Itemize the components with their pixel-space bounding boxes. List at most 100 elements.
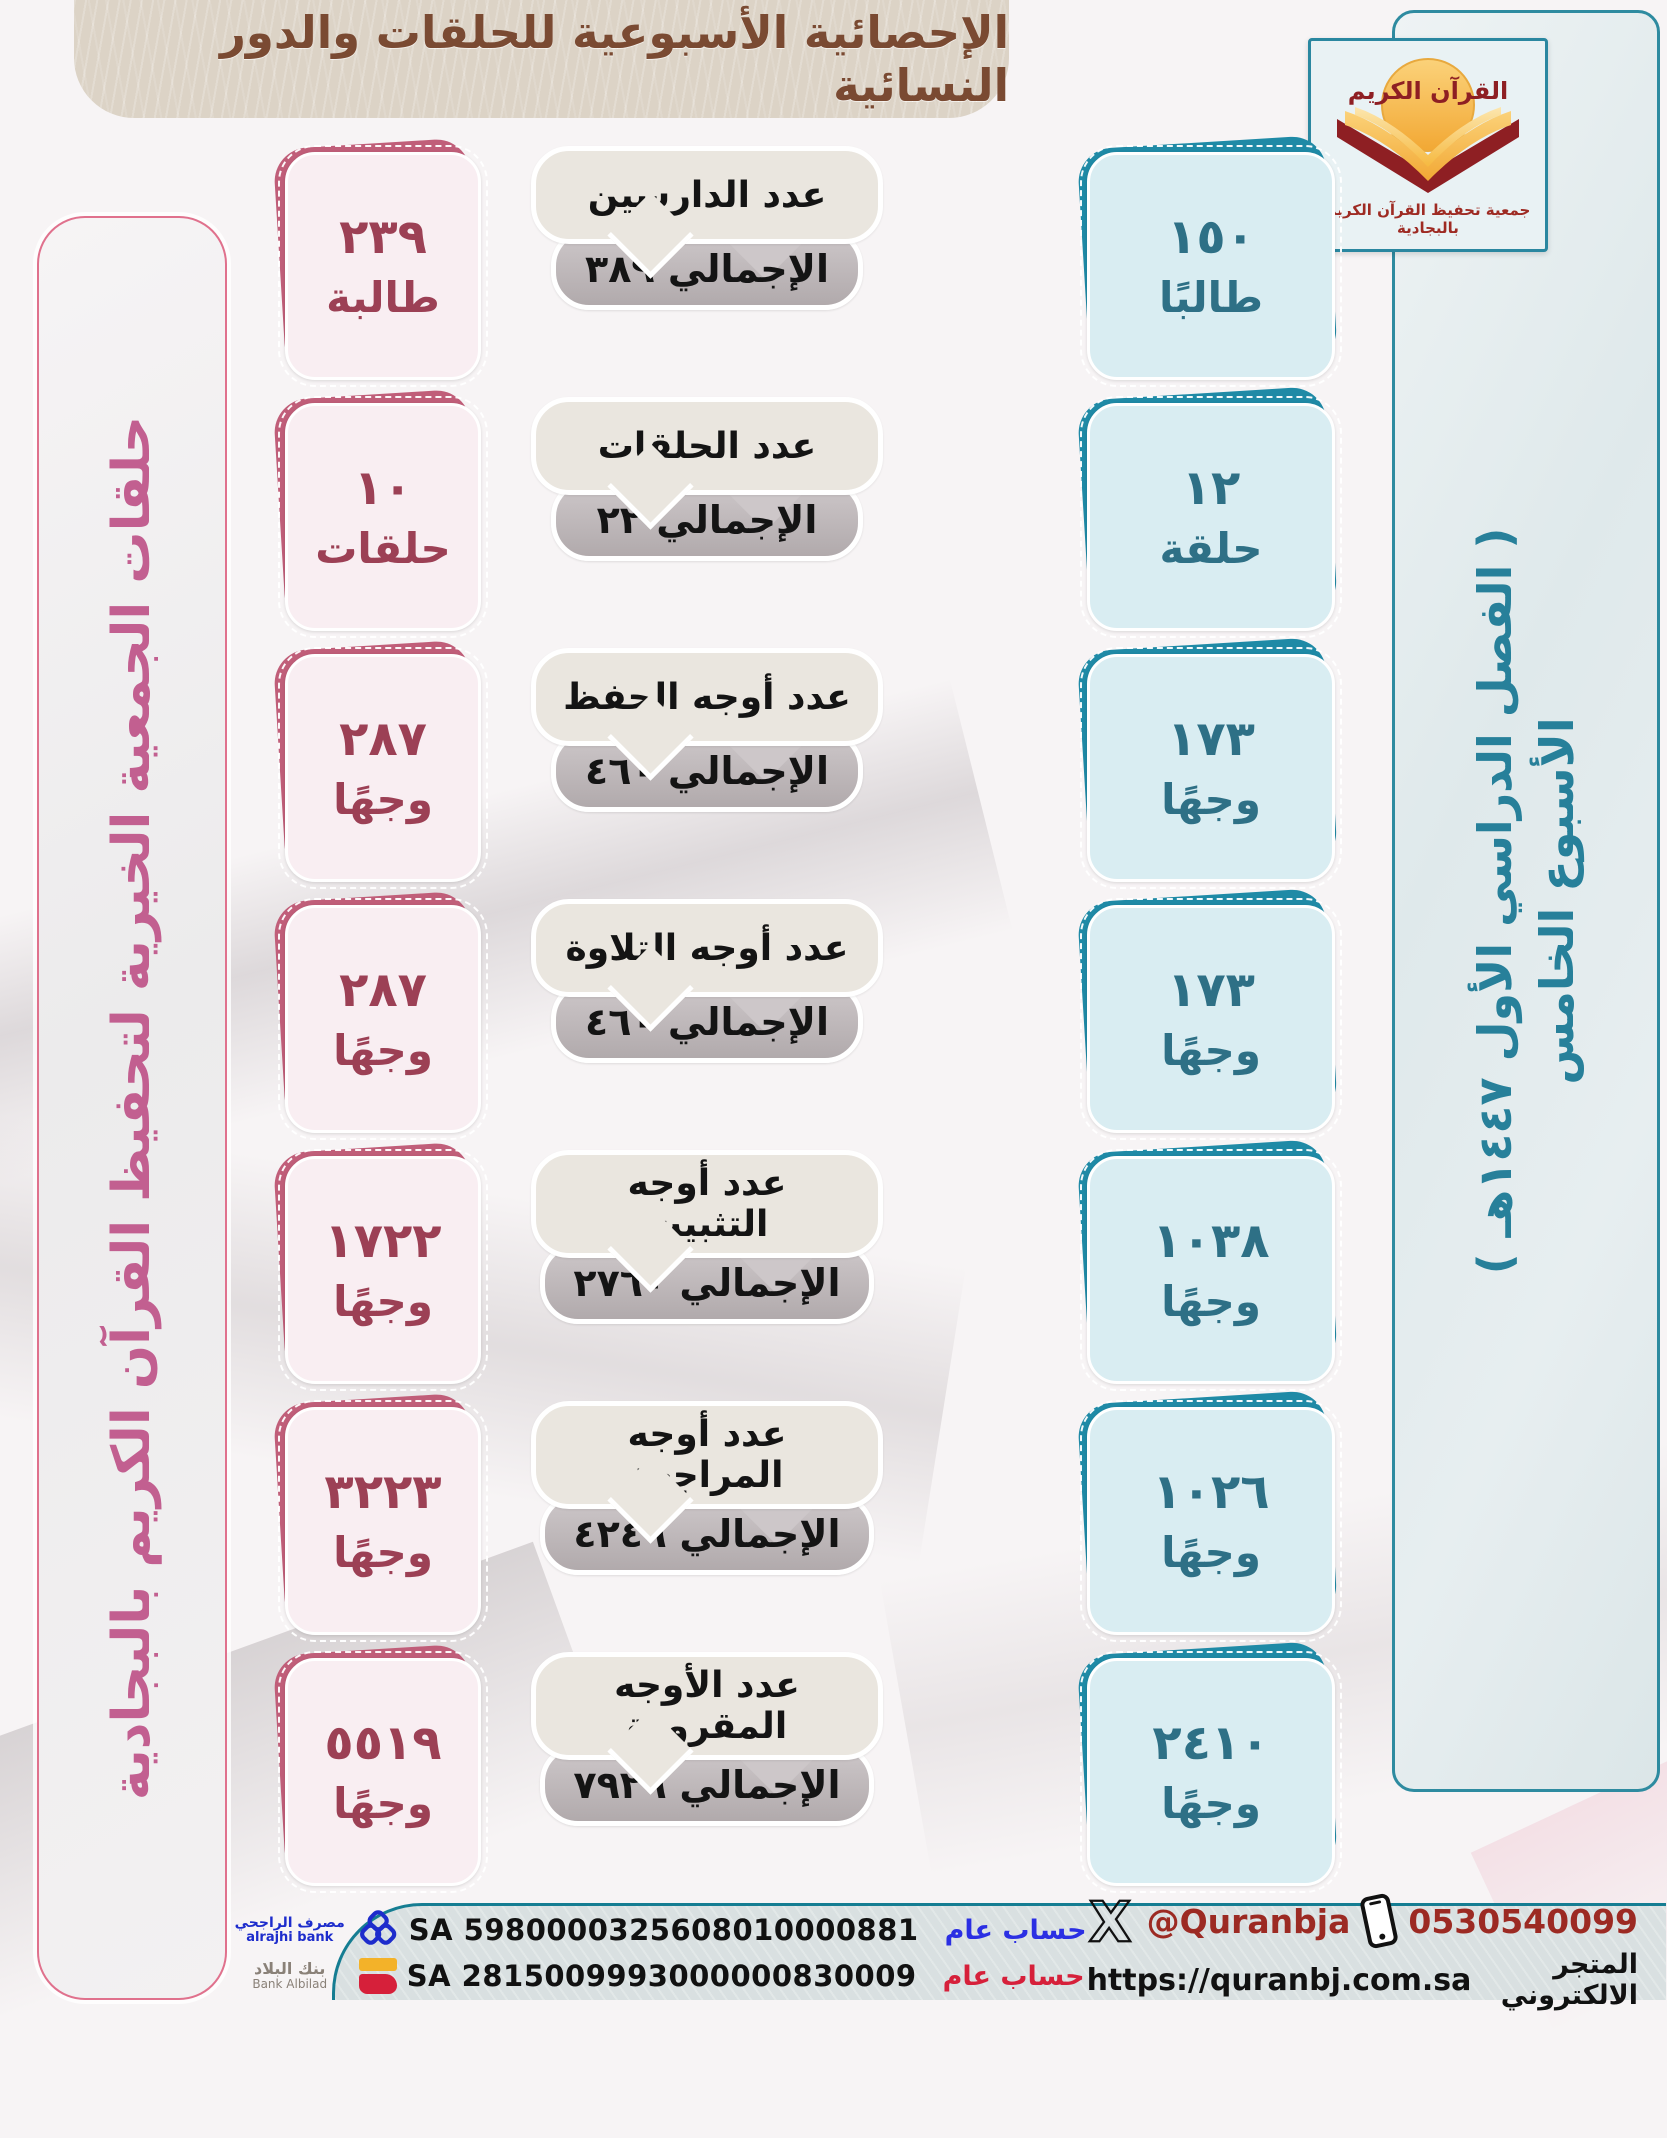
page-title: الإحصائية الأسبوعية للحلقات والدور النسا… <box>220 6 1010 112</box>
branch-stat-box: ١٠ حلقات <box>279 396 489 638</box>
week-stat-card: ١٧٣ وجهًا <box>1077 887 1343 1140</box>
branch-unit: طالبة <box>327 273 441 322</box>
stat-label: عدد أوجه التثبيت <box>532 1150 884 1258</box>
week-unit: وجهًا <box>1162 1779 1262 1828</box>
branch-unit: وجهًا <box>334 1277 434 1326</box>
branch-stat-card: ٢٣٩ طالبة <box>273 137 489 387</box>
stat-center: عدد الحلقات الإجمالي ٢٢ <box>498 397 918 561</box>
stat-row-pages-read: ٥٥١٩ وجهًا عدد الأوجه المقروءة الإجمالي … <box>240 1640 1385 1899</box>
emblem-calligraphy: القرآن الكريم <box>1348 77 1510 105</box>
stat-center: عدد أوجه التثبيت الإجمالي ٢٧٦٠ <box>498 1150 918 1324</box>
semester-label: ( الفصل الدراسي الأول ١٤٤٧هـ ) <box>1468 527 1523 1275</box>
week-unit: حلقة <box>1160 524 1264 573</box>
x-logo-icon <box>1088 1899 1133 1943</box>
branch-value: ١٧٢٢ <box>325 1213 443 1269</box>
bank-name-ar: بنك البلاد <box>255 1959 327 1979</box>
stat-center: عدد الدارسين الإجمالي ٣٨٩ <box>498 146 918 310</box>
branch-stat-card: ٢٨٧ وجهًا <box>273 890 489 1140</box>
branch-value: ٢٨٧ <box>340 962 428 1018</box>
branch-stat-card: ٣٢٢٣ وجهًا <box>273 1392 489 1642</box>
stat-row-consolidation: ١٧٢٢ وجهًا عدد أوجه التثبيت الإجمالي ٢٧٦… <box>240 1138 1385 1397</box>
week-unit: وجهًا <box>1162 775 1262 824</box>
stat-row-students: ٢٣٩ طالبة عدد الدارسين الإجمالي ٣٨٩ ١٥٠ … <box>240 134 1385 393</box>
week-stat-card: ١٥٠ طالبًا <box>1077 134 1343 387</box>
stat-row-revision: ٣٢٢٣ وجهًا عدد أوجه المراجعة الإجمالي ٤٢… <box>240 1389 1385 1648</box>
week-value: ١٠٣٨ <box>1153 1213 1271 1269</box>
branch-stat-card: ١٠ حلقات <box>273 388 489 638</box>
smartphone-icon <box>1360 1892 1401 1950</box>
branch-value: ٥٥١٩ <box>325 1715 443 1771</box>
account-type-label: حساب عام <box>943 1960 1086 1992</box>
bank-accounts-block: مصرف الراجحي alrajhi bank SA 59800003256… <box>232 1909 1088 1997</box>
albilad-bank-logo: بنك البلاد Bank Albilad <box>232 1959 350 1990</box>
branch-unit: وجهًا <box>334 775 434 824</box>
branch-stat-box: ١٧٢٢ وجهًا <box>279 1149 489 1391</box>
week-stat-card: ١٧٣ وجهًا <box>1077 636 1343 889</box>
semester-sidebar: ( الفصل الدراسي الأول ١٤٤٧هـ ) الأسبوع ا… <box>1393 10 1661 1792</box>
branch-unit: حلقات <box>316 524 452 573</box>
branch-value: ٢٨٧ <box>340 711 428 767</box>
association-sidebar: حلقات الجمعية الخيرية لتحفيظ القرآن الكر… <box>38 216 228 2000</box>
week-stat-card: ١٠٣٨ وجهًا <box>1077 1138 1343 1391</box>
bank-row-albilad: بنك البلاد Bank Albilad SA 2815009993000… <box>232 1955 1088 1997</box>
branch-stat-box: ٢٨٧ وجهًا <box>279 647 489 889</box>
stat-label: عدد الحلقات <box>532 397 884 495</box>
bank-row-alrajhi: مصرف الراجحي alrajhi bank SA 59800003256… <box>232 1909 1088 1951</box>
account-type-label: حساب عام <box>945 1914 1088 1946</box>
stat-row-recitation: ٢٨٧ وجهًا عدد أوجه التلاوة الإجمالي ٤٦٠ … <box>240 887 1385 1146</box>
stat-label: عدد أوجه الحفظ <box>532 648 884 746</box>
week-unit: وجهًا <box>1162 1026 1262 1075</box>
week-stat-box: ٢٤١٠ وجهًا <box>1081 1651 1343 1893</box>
albilad-icon <box>359 1958 398 1994</box>
week-stat-box: ١٧٣ وجهًا <box>1081 647 1343 889</box>
branch-stat-card: ١٧٢٢ وجهًا <box>273 1141 489 1391</box>
store-url: https://quranbj.com.sa <box>1087 1962 1473 1998</box>
association-logo: القرآن الكريم جمعية تحفيظ القرآن الكريم … <box>1309 38 1549 252</box>
week-stat-box: ١٠٢٦ وجهًا <box>1081 1400 1343 1642</box>
association-sidebar-text: حلقات الجمعية الخيرية لتحفيظ القرآن الكر… <box>103 415 163 1801</box>
stat-label: عدد الأوجه المقروءة <box>532 1652 884 1760</box>
week-unit: وجهًا <box>1162 1277 1262 1326</box>
quran-open-book-emblem-icon: القرآن الكريم <box>1324 49 1534 199</box>
week-value: ١٧٣ <box>1168 711 1256 767</box>
branch-stat-box: ٢٨٧ وجهًا <box>279 898 489 1140</box>
week-value: ١٥٠ <box>1168 209 1256 265</box>
branch-value: ٣٢٢٣ <box>325 1464 443 1520</box>
stat-label: عدد الدارسين <box>532 146 884 244</box>
week-unit: وجهًا <box>1162 1528 1262 1577</box>
week-stat-box: ١٥٠ طالبًا <box>1081 145 1343 387</box>
iban-alrajhi: SA 5980000325608010000881 <box>409 1913 920 1947</box>
branch-stat-card: ٢٨٧ وجهًا <box>273 639 489 889</box>
stat-row-memorization: ٢٨٧ وجهًا عدد أوجه الحفظ الإجمالي ٤٦٠ ١٧… <box>240 636 1385 895</box>
branch-unit: وجهًا <box>334 1026 434 1075</box>
week-value: ١٢ <box>1182 460 1242 516</box>
branch-stat-card: ٥٥١٩ وجهًا <box>273 1643 489 1893</box>
stat-label: عدد أوجه التلاوة <box>532 899 884 997</box>
stat-center: عدد الأوجه المقروءة الإجمالي ٧٩٢٩ <box>498 1652 918 1826</box>
branch-stat-box: ٣٢٢٣ وجهًا <box>279 1400 489 1642</box>
branch-unit: وجهًا <box>334 1779 434 1828</box>
alrajhi-trefoil-icon <box>360 1910 398 1945</box>
week-stat-box: ١٠٣٨ وجهًا <box>1081 1149 1343 1391</box>
footer: @Quranbja 0530540099 المتجر الالكتروني h… <box>236 1892 1667 2011</box>
branch-value: ١٠ <box>354 460 414 516</box>
x-handle: @Quranbja <box>1147 1901 1352 1941</box>
page-header: الإحصائية الأسبوعية للحلقات والدور النسا… <box>75 0 1010 118</box>
stats-grid: ٢٣٩ طالبة عدد الدارسين الإجمالي ٣٨٩ ١٥٠ … <box>240 134 1385 1899</box>
branch-stat-box: ٥٥١٩ وجهًا <box>279 1651 489 1893</box>
week-value: ١٧٣ <box>1168 962 1256 1018</box>
week-stat-box: ١٧٣ وجهًا <box>1081 898 1343 1140</box>
alrajhi-bank-logo: مصرف الراجحي alrajhi bank <box>232 1916 350 1944</box>
bank-name-en: alrajhi bank <box>247 1929 335 1945</box>
stat-center: عدد أوجه المراجعة الإجمالي ٤٢٤٩ <box>498 1401 918 1575</box>
stat-center: عدد أوجه التلاوة الإجمالي ٤٦٠ <box>498 899 918 1063</box>
branch-stat-box: ٢٣٩ طالبة <box>279 145 489 387</box>
stat-center: عدد أوجه الحفظ الإجمالي ٤٦٠ <box>498 648 918 812</box>
week-stat-box: ١٢ حلقة <box>1081 396 1343 638</box>
phone-number: 0530540099 <box>1409 1901 1639 1941</box>
contact-block: @Quranbja 0530540099 المتجر الالكتروني h… <box>1087 1892 1639 2011</box>
association-name: جمعية تحفيظ القرآن الكريم بالبجادية <box>1326 201 1532 237</box>
week-unit: طالبًا <box>1160 273 1265 322</box>
week-stat-card: ١٢ حلقة <box>1077 385 1343 638</box>
iban-albilad: SA 2815009993000000830009 <box>407 1959 918 1993</box>
